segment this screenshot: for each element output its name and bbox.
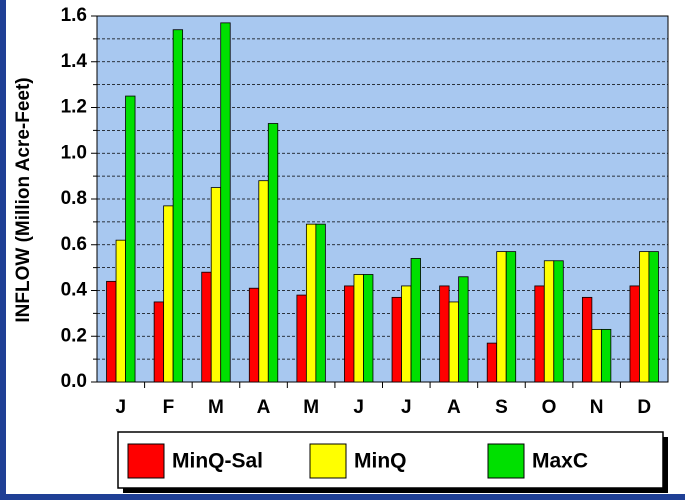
x-tick-label: N: [590, 397, 604, 418]
bar: [106, 280, 117, 383]
bar: [600, 328, 612, 383]
bar: [553, 260, 564, 383]
bar: [201, 271, 212, 383]
legend-swatch: [127, 443, 165, 479]
x-tick-label: A: [447, 397, 461, 418]
y-tick-label: 0.0: [61, 371, 87, 392]
x-tick-label: M: [303, 397, 319, 418]
x-tick-label: F: [163, 397, 175, 418]
bar: [410, 258, 421, 383]
bar: [534, 285, 545, 383]
bar: [496, 251, 507, 383]
legend-swatch: [309, 443, 347, 479]
bar: [163, 205, 174, 383]
bar: [458, 276, 469, 383]
bar: [125, 95, 136, 383]
bar: [115, 239, 126, 383]
bar: [448, 301, 460, 383]
x-tick-label: S: [495, 397, 508, 418]
bar: [258, 180, 269, 383]
bar: [153, 301, 165, 383]
legend: [117, 431, 664, 489]
y-tick-label: 1.6: [61, 5, 87, 26]
bar: [486, 342, 498, 383]
bar: [391, 296, 402, 383]
y-tick-label: 1.2: [61, 97, 87, 118]
bar: [439, 285, 450, 383]
bar: [543, 260, 555, 383]
bar: [296, 294, 307, 383]
x-tick-label: J: [353, 397, 364, 418]
legend-label: MinQ-Sal: [172, 450, 263, 473]
y-axis-label: INFLOW (Million Acre-Feet): [13, 77, 34, 322]
y-tick-label: 1.4: [61, 51, 88, 72]
bar: [220, 22, 231, 383]
bar: [353, 274, 364, 383]
x-tick-label: J: [116, 397, 127, 418]
bar: [629, 285, 640, 383]
x-tick-label: D: [637, 397, 651, 418]
bar: [591, 328, 602, 383]
y-tick-label: 0.8: [61, 188, 87, 209]
bar: [648, 251, 659, 383]
x-tick-label: J: [401, 397, 412, 418]
legend-label: MaxC: [532, 450, 588, 473]
bar: [344, 285, 355, 383]
x-tick-label: A: [257, 397, 271, 418]
y-tick-label: 0.6: [61, 234, 87, 255]
y-tick-label: 0.4: [61, 280, 88, 301]
bar: [305, 223, 317, 383]
bar: [639, 251, 650, 383]
x-tick-label: O: [542, 397, 557, 418]
bar: [505, 251, 517, 383]
bar: [267, 123, 279, 383]
bar: [172, 29, 184, 383]
x-tick-label: M: [208, 397, 224, 418]
y-tick-label: 1.0: [61, 142, 87, 163]
bar: [210, 187, 222, 383]
y-tick-label: 0.2: [61, 325, 87, 346]
bar: [248, 287, 260, 383]
legend-swatch: [487, 443, 525, 479]
bar: [315, 223, 326, 383]
bar: [401, 285, 412, 383]
legend-label: MinQ: [354, 450, 407, 473]
bar: [363, 274, 374, 383]
bar: [581, 296, 593, 383]
